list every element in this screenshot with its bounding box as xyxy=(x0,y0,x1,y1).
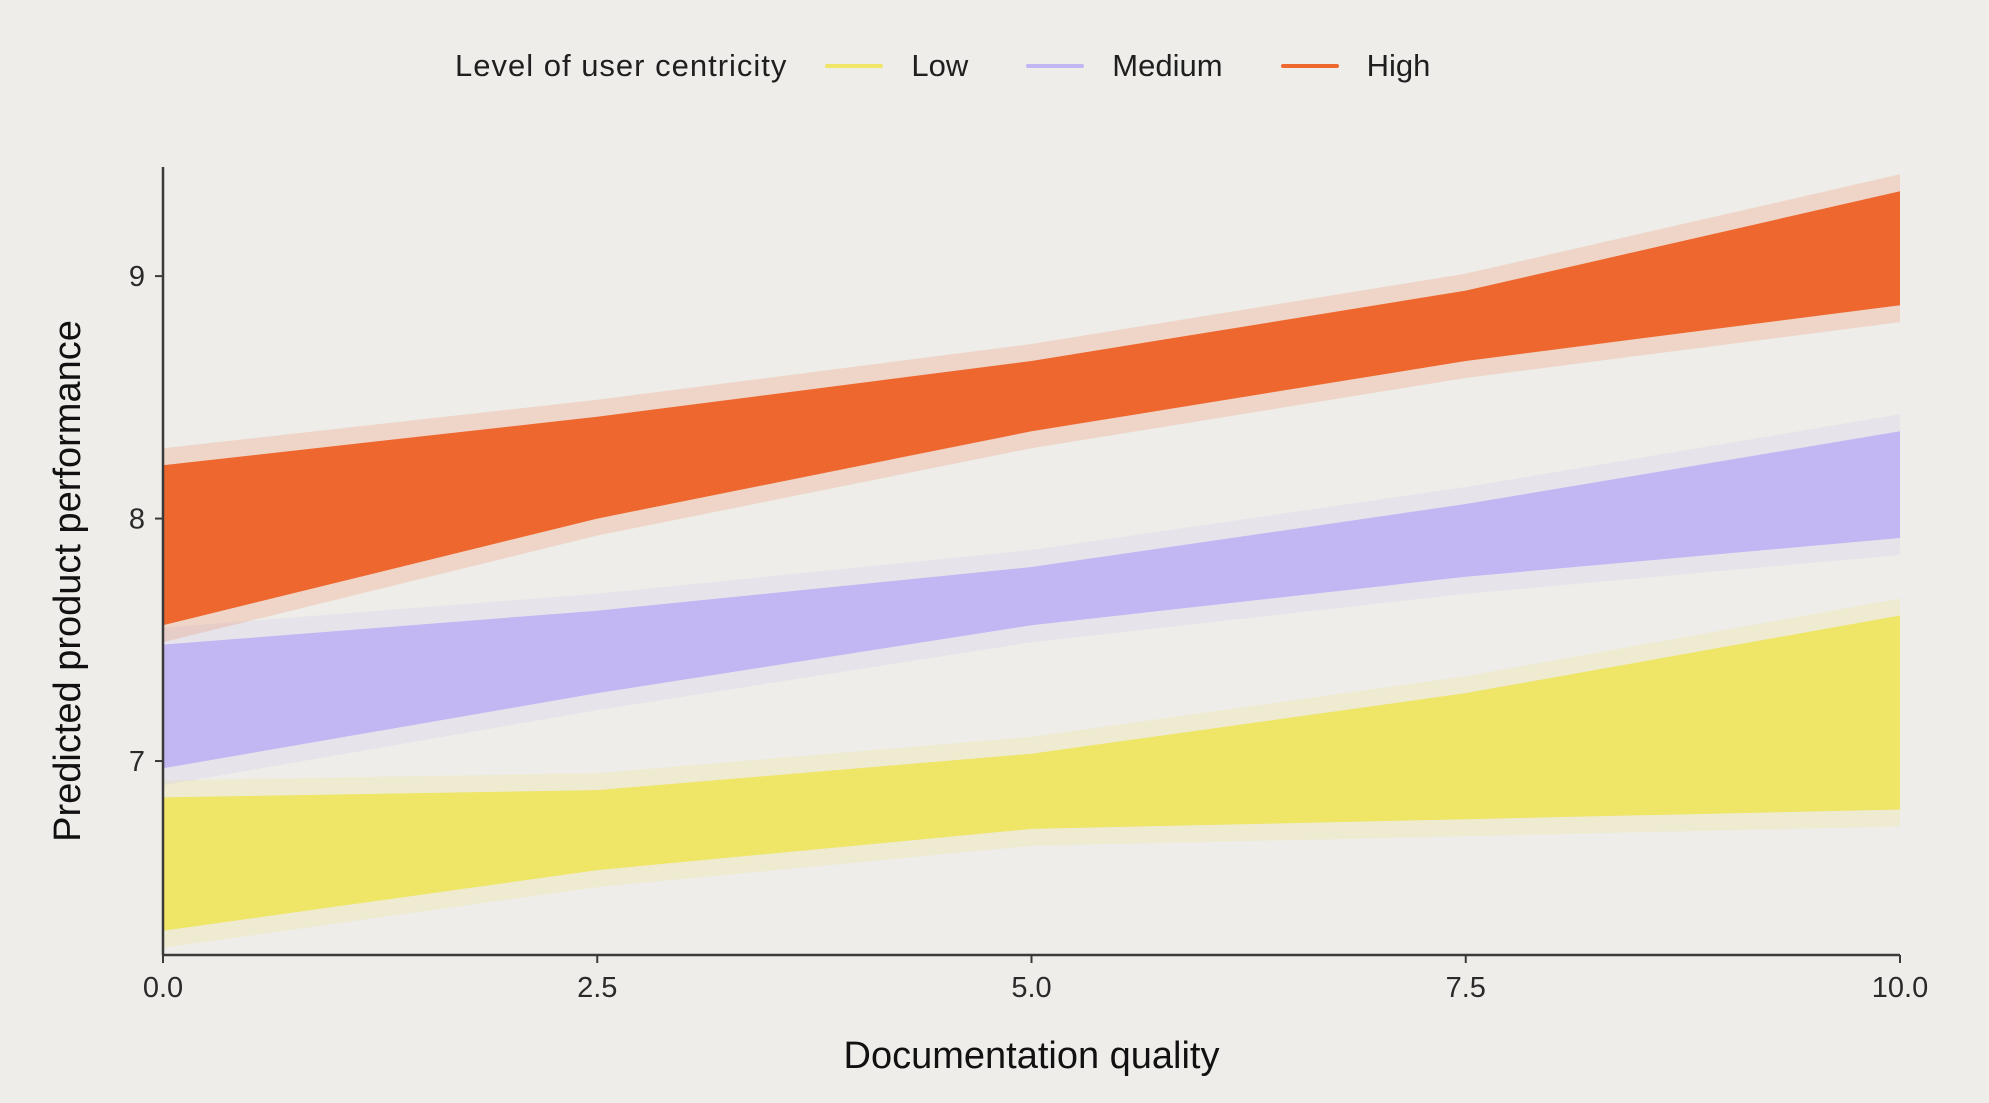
legend-item-high: High xyxy=(1280,48,1431,84)
band-low xyxy=(163,615,1900,931)
x-ticks: 0.0 2.5 5.0 7.5 10.0 xyxy=(143,955,1928,1004)
legend-item-low: Low xyxy=(825,48,968,84)
x-axis-title: Documentation quality xyxy=(844,1035,1220,1077)
x-tick-label: 2.5 xyxy=(577,972,617,1004)
legend-label-medium: Medium xyxy=(1112,48,1223,83)
y-tick-label: 8 xyxy=(129,504,145,536)
legend: Level of user centricity Low Medium High xyxy=(455,48,1488,84)
legend-label-high: High xyxy=(1366,48,1431,83)
legend-swatch-medium xyxy=(1026,64,1085,68)
legend-swatch-high xyxy=(1280,64,1339,68)
y-tick-label: 7 xyxy=(129,746,145,778)
y-axis-title: Predicted product performance xyxy=(47,320,89,842)
y-tick-label: 9 xyxy=(129,261,145,293)
legend-title: Level of user centricity xyxy=(455,48,788,83)
x-tick-label: 5.0 xyxy=(1011,972,1051,1004)
y-ticks: 7 8 9 xyxy=(129,261,163,778)
band-high xyxy=(163,191,1900,626)
legend-swatch-low xyxy=(825,64,884,68)
x-tick-label: 0.0 xyxy=(143,972,183,1004)
band-medium xyxy=(163,431,1900,769)
legend-label-low: Low xyxy=(911,48,969,83)
bands-layer xyxy=(163,174,1900,948)
x-tick-label: 7.5 xyxy=(1446,972,1486,1004)
legend-item-medium: Medium xyxy=(1026,48,1223,84)
x-tick-label: 10.0 xyxy=(1872,972,1928,1004)
